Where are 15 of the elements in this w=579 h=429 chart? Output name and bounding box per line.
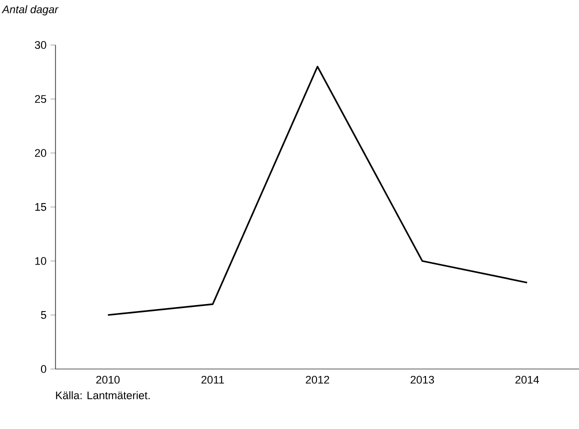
y-tick-label: 10	[35, 257, 46, 265]
y-axis-title: Antal dagar	[2, 5, 59, 16]
text: Källa: Lantmäteriet.	[56, 391, 150, 400]
line-series	[107, 66, 528, 316]
y-tick-label: 15	[35, 203, 46, 211]
y-tick-label: 0	[40, 365, 46, 373]
x-tick-label: 2011	[201, 376, 224, 384]
y-tick-label: 25	[35, 95, 46, 103]
y-tick-label: 5	[40, 311, 46, 319]
x-tick-label: 2013	[410, 376, 434, 384]
x-tick-label: 2010	[96, 376, 120, 384]
y-tick-label: 30	[34, 41, 46, 49]
x-tick-label: 2014	[515, 376, 539, 384]
y-tick-label: 20	[35, 149, 46, 157]
x-tick-label: 2012	[306, 376, 330, 384]
